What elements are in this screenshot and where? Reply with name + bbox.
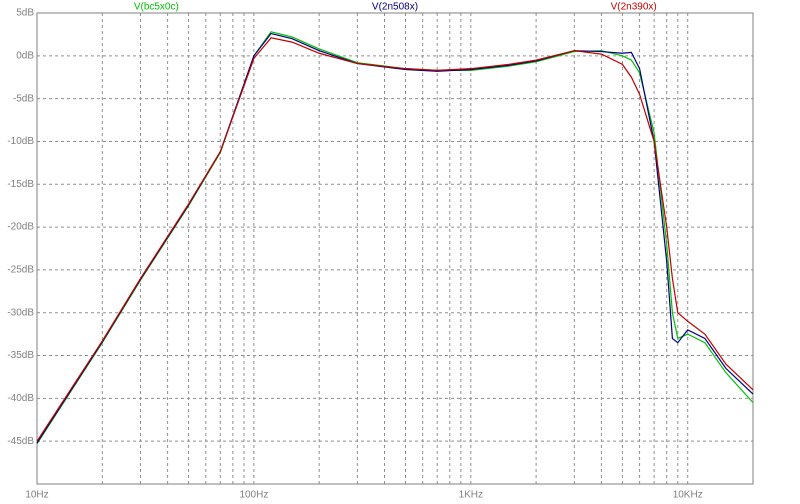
series-line bbox=[36, 37, 754, 442]
legend-entry: V(2n390x) bbox=[611, 2, 657, 13]
y-tick-label: -5dB bbox=[13, 93, 34, 104]
plot-border bbox=[36, 12, 754, 485]
y-tick-label: -10dB bbox=[7, 136, 34, 147]
legend-entry: V(2n508x) bbox=[372, 2, 418, 13]
y-tick-label: -40dB bbox=[7, 393, 34, 404]
y-tick-label: 5dB bbox=[16, 8, 34, 19]
x-tick-label: 100Hz bbox=[239, 490, 268, 501]
x-tick-label: 10KHz bbox=[673, 490, 703, 501]
legend-entry: V(bc5x0c) bbox=[134, 2, 179, 13]
y-tick-label: -20dB bbox=[7, 222, 34, 233]
x-tick-label: 1KHz bbox=[459, 490, 483, 501]
x-tick-label: 10Hz bbox=[25, 490, 48, 501]
y-tick-label: 0dB bbox=[16, 50, 34, 61]
y-tick-label: -25dB bbox=[7, 265, 34, 276]
y-tick-label: -45dB bbox=[7, 436, 34, 447]
y-tick-label: -15dB bbox=[7, 179, 34, 190]
y-tick-label: -35dB bbox=[7, 350, 34, 361]
y-tick-label: -30dB bbox=[7, 307, 34, 318]
